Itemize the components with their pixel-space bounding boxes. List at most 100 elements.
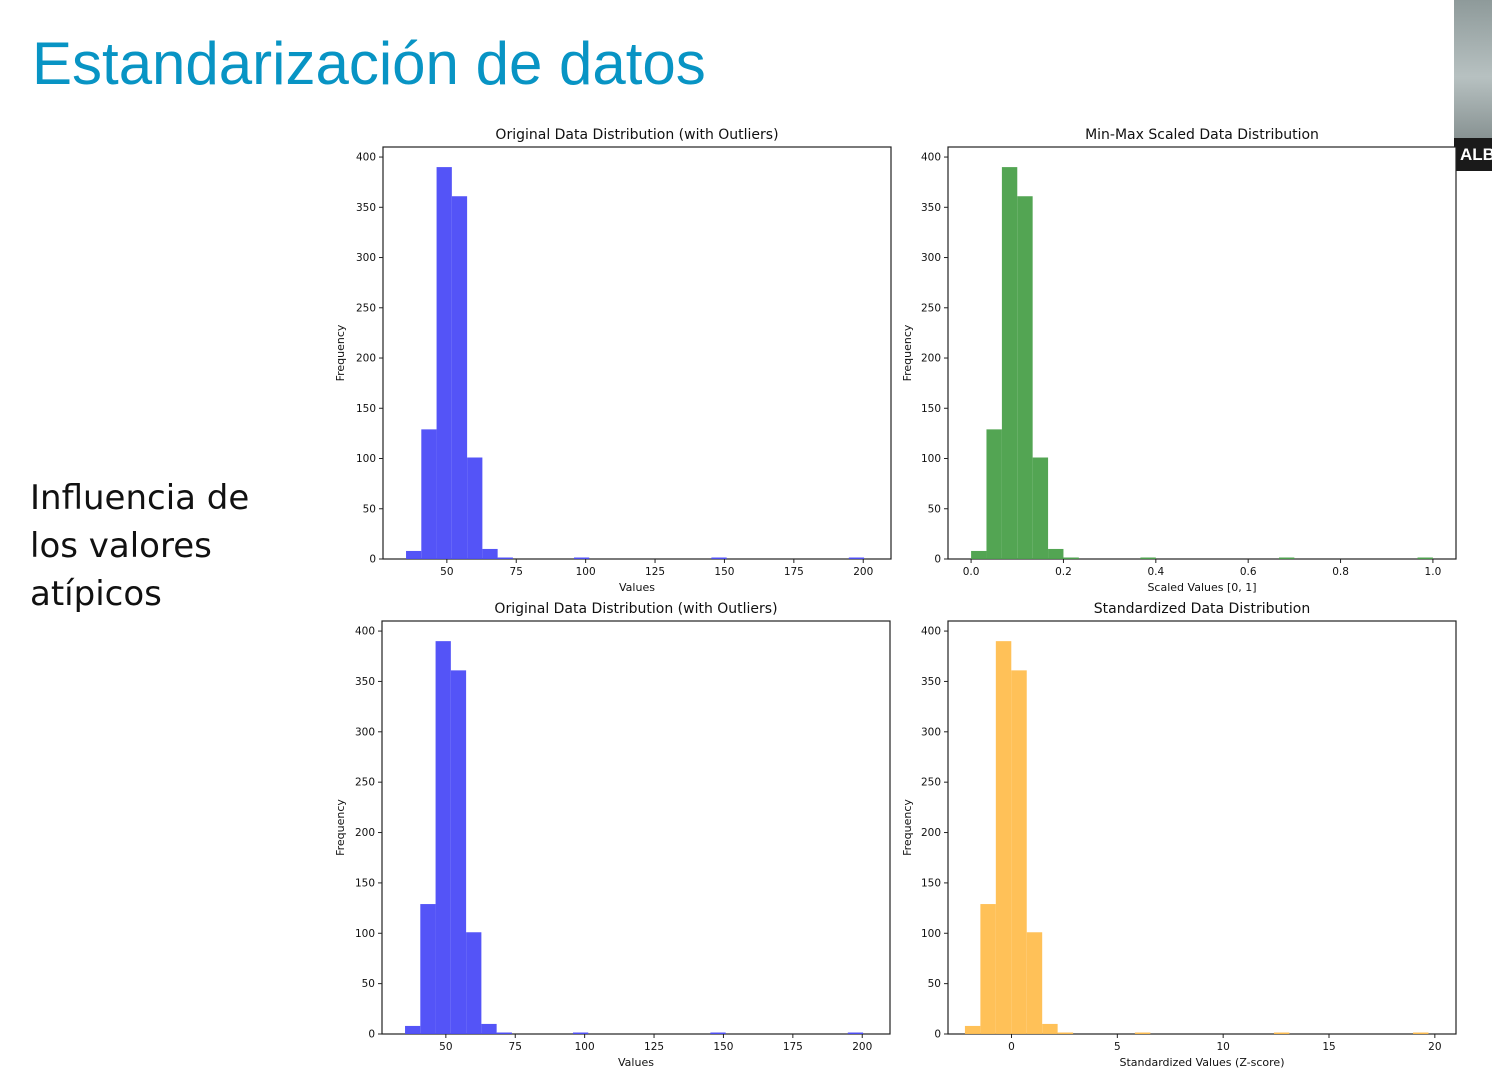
slide-title: Estandarización de datos: [32, 30, 706, 97]
chart-3-ytick-label-1: 50: [928, 978, 941, 990]
chart-3-bar-6: [1057, 1032, 1074, 1034]
chart-0-bar-11: [573, 557, 590, 559]
chart-0-ytick-label-3: 150: [356, 403, 376, 415]
chart-0-bar-0: [406, 550, 422, 559]
chart-1-ytick-label-2: 100: [921, 453, 941, 465]
webcam-thumbnail[interactable]: ALB: [1454, 0, 1492, 171]
chart-0-xtick-label-2: 100: [576, 566, 596, 578]
chart-2-bar-4: [466, 932, 482, 1034]
chart-2-bar-11: [572, 1032, 589, 1034]
chart-2-bar-5: [481, 1023, 497, 1034]
chart-0-xtick-label-4: 150: [714, 566, 734, 578]
webcam-name-label: ALB: [1454, 138, 1492, 171]
chart-0-xtick-label-0: 50: [440, 566, 453, 578]
chart-0-bar-20: [711, 557, 727, 559]
chart-1-ytick-label-6: 300: [921, 252, 941, 264]
chart-0-ytick-label-2: 100: [356, 453, 376, 465]
chart-1-ytick-label-8: 400: [921, 152, 941, 164]
chart-1-ytick-label-0: 0: [934, 554, 941, 566]
chart-3-bar-4: [1026, 932, 1043, 1034]
chart-0-ytick-label-8: 400: [356, 152, 376, 164]
chart-3-bar-5: [1042, 1023, 1058, 1034]
chart-0-bar-3: [451, 196, 468, 559]
chart-2-ytick-label-3: 150: [355, 877, 375, 889]
side-text-line-3: atípicos: [30, 574, 162, 614]
chart-3-ylabel: Frequency: [901, 799, 914, 856]
chart-3-bar-2: [995, 641, 1012, 1034]
chart-0-bar-6: [497, 557, 513, 559]
chart-0-xtick-label-1: 75: [510, 566, 523, 578]
chart-1-xtick-label-2: 0.4: [1147, 566, 1164, 578]
chart-3-bar-3: [1011, 670, 1027, 1034]
chart-1-ytick-label-3: 150: [921, 403, 941, 415]
chart-3-xtick-label-2: 10: [1216, 1041, 1229, 1053]
chart-2-xtick-label-3: 125: [644, 1041, 664, 1053]
chart-1-ylabel: Frequency: [901, 324, 914, 381]
chart-3-xtick-label-1: 5: [1114, 1041, 1121, 1053]
chart-0-xlabel: Values: [619, 581, 655, 594]
chart-0-ytick-label-7: 350: [356, 202, 376, 214]
chart-2-bar-29: [847, 1032, 864, 1034]
chart-original-bottom-svg: 0 50 100 150 200 250 300 350 400 50 75 100 125 150 175…: [334, 601, 891, 1069]
chart-1-title: Min-Max Scaled Data Distribution: [1085, 127, 1319, 143]
chart-2-bar-20: [710, 1032, 726, 1034]
chart-1-ytick-label-5: 250: [921, 302, 941, 314]
chart-1-bar-3: [1017, 196, 1033, 559]
chart-2-ytick-label-5: 250: [355, 777, 375, 789]
chart-original-bottom: 0 50 100 150 200 250 300 350 400 50 75 100 125 150 175…: [330, 596, 905, 1073]
chart-3-ytick-label-8: 400: [921, 626, 941, 638]
chart-0-bar-4: [467, 457, 483, 559]
chart-1-bar-29: [1417, 557, 1433, 559]
chart-1-bar-11: [1140, 557, 1156, 559]
chart-3-ytick-label-5: 250: [921, 777, 941, 789]
chart-2-xtick-label-2: 100: [575, 1041, 595, 1053]
chart-0-ylabel: Frequency: [334, 324, 347, 381]
chart-1-xtick-label-3: 0.6: [1240, 566, 1257, 578]
chart-3-xtick-label-3: 15: [1322, 1041, 1335, 1053]
chart-2-bar-6: [496, 1032, 512, 1034]
chart-original-top: 0 50 100 150 200 250 300 350 400 50 75 100 125 150 175…: [330, 122, 905, 599]
chart-0-bar-29: [848, 557, 865, 559]
chart-0-ytick-label-0: 0: [369, 554, 376, 566]
chart-3-bar-0: [964, 1025, 981, 1034]
chart-1-bar-5: [1048, 548, 1064, 559]
chart-2-xtick-label-1: 75: [509, 1041, 522, 1053]
chart-0-title: Original Data Distribution (with Outlier…: [495, 127, 778, 143]
chart-0-ytick-label-1: 50: [363, 503, 376, 515]
chart-1-xtick-label-4: 0.8: [1332, 566, 1349, 578]
chart-0-bar-1: [421, 429, 437, 559]
chart-2-xtick-label-4: 150: [713, 1041, 733, 1053]
chart-1-xtick-label-5: 1.0: [1425, 566, 1442, 578]
chart-2-bar-2: [435, 641, 451, 1034]
chart-1-bar-2: [1001, 167, 1018, 559]
chart-1-bar-6: [1063, 557, 1079, 559]
chart-2-ytick-label-7: 350: [355, 676, 375, 688]
chart-2-ytick-label-4: 200: [355, 827, 375, 839]
chart-standardized-svg: 0 50 100 150 200 250 300 350 400 0 5 10 15 20 Standard…: [901, 601, 1457, 1069]
chart-3-bar-1: [980, 904, 996, 1034]
chart-3-title: Standardized Data Distribution: [1094, 601, 1310, 617]
chart-2-ytick-label-6: 300: [355, 726, 375, 738]
chart-3-ytick-label-0: 0: [934, 1029, 941, 1041]
chart-2-xlabel: Values: [618, 1056, 654, 1069]
chart-2-bar-3: [450, 670, 467, 1034]
chart-1-bar-4: [1032, 457, 1049, 559]
chart-3-bar-29: [1413, 1032, 1429, 1034]
chart-2-bar-1: [420, 904, 436, 1034]
chart-2-xtick-label-5: 175: [783, 1041, 803, 1053]
chart-1-bar-1: [986, 429, 1002, 559]
chart-0-bar-5: [482, 548, 498, 559]
chart-2-ytick-label-2: 100: [355, 928, 375, 940]
side-text-line-2: los valores: [30, 526, 212, 566]
chart-0-bar-2: [436, 167, 452, 559]
chart-2-title: Original Data Distribution (with Outlier…: [494, 601, 777, 617]
chart-minmax: 0 50 100 150 200 250 300 350 400 0.0 0.2 0.4 0.6 0.8 1…: [897, 122, 1472, 599]
chart-1-xtick-label-0: 0.0: [963, 566, 980, 578]
chart-3-ytick-label-2: 100: [921, 928, 941, 940]
chart-2-ytick-label-8: 400: [355, 626, 375, 638]
chart-0-ytick-label-5: 250: [356, 302, 376, 314]
chart-3-ytick-label-4: 200: [921, 827, 941, 839]
chart-3-ytick-label-6: 300: [921, 726, 941, 738]
chart-3-bar-20: [1273, 1032, 1290, 1034]
chart-1-ytick-label-4: 200: [921, 353, 941, 365]
